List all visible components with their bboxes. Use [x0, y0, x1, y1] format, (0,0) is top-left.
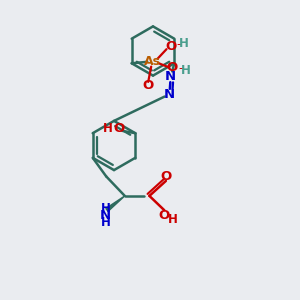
Text: H: H: [181, 64, 190, 77]
Text: N: N: [100, 209, 111, 222]
Text: O: O: [159, 209, 170, 222]
Polygon shape: [106, 196, 125, 211]
Text: N: N: [164, 88, 175, 101]
Text: O: O: [142, 79, 154, 92]
Text: -: -: [178, 62, 183, 76]
Text: H: H: [179, 37, 189, 50]
Text: N: N: [165, 70, 176, 83]
Text: -: -: [177, 38, 181, 51]
Text: H: H: [101, 202, 110, 215]
Text: As: As: [144, 55, 161, 68]
Text: H: H: [101, 216, 110, 230]
Text: H: H: [168, 213, 178, 226]
Text: O: O: [165, 40, 176, 53]
Text: H: H: [103, 122, 113, 136]
Text: O: O: [113, 122, 125, 136]
Text: O: O: [167, 61, 178, 74]
Text: O: O: [160, 169, 172, 183]
